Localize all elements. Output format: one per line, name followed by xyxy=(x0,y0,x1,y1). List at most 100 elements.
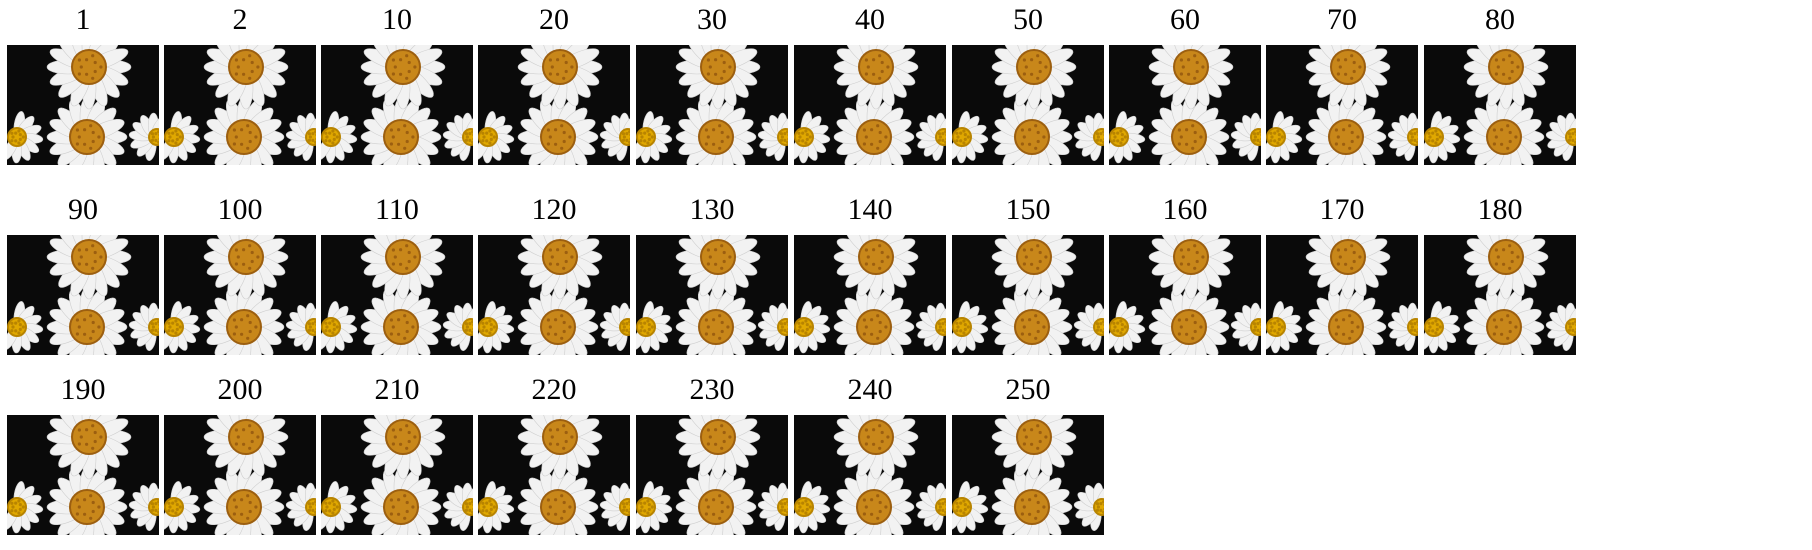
daisy-image xyxy=(164,415,316,535)
thumbnail-cell: 180 xyxy=(1424,190,1576,355)
thumbnail-cell: 70 xyxy=(1266,0,1418,165)
thumbnail-cell: 20 xyxy=(478,0,630,165)
daisy-thumbnail-image xyxy=(1109,45,1261,165)
daisy-image xyxy=(7,45,159,165)
daisy-thumbnail-image xyxy=(321,45,473,165)
thumbnail-cell: 190 xyxy=(7,370,159,535)
daisy-thumbnail-image xyxy=(1424,45,1576,165)
thumbnail-cell: 110 xyxy=(321,190,473,355)
thumbnail-label: 10 xyxy=(382,3,412,36)
thumbnail-cell: 30 xyxy=(636,0,788,165)
daisy-thumbnail-image xyxy=(794,45,946,165)
thumbnail-cell: 170 xyxy=(1266,190,1418,355)
daisy-image xyxy=(636,235,788,355)
daisy-thumbnail-image xyxy=(164,45,316,165)
daisy-thumbnail-image xyxy=(1266,235,1418,355)
daisy-image xyxy=(1266,235,1418,355)
daisy-image xyxy=(952,235,1104,355)
thumbnail-label: 20 xyxy=(539,3,569,36)
daisy-image xyxy=(7,235,159,355)
daisy-image xyxy=(1109,45,1261,165)
thumbnail-cell: 160 xyxy=(1109,190,1261,355)
daisy-thumbnail-image xyxy=(7,415,159,535)
thumbnail-label: 160 xyxy=(1162,193,1208,226)
thumbnail-label: 170 xyxy=(1319,193,1365,226)
daisy-image xyxy=(164,235,316,355)
thumbnail-cell: 90 xyxy=(7,190,159,355)
daisy-image xyxy=(636,415,788,535)
thumbnail-cell: 1 xyxy=(7,0,159,165)
thumbnail-label: 2 xyxy=(232,3,248,36)
thumbnail-cell: 120 xyxy=(478,190,630,355)
daisy-thumbnail-image xyxy=(7,45,159,165)
thumbnail-cell: 130 xyxy=(636,190,788,355)
daisy-image xyxy=(794,235,946,355)
thumbnail-label: 60 xyxy=(1170,3,1200,36)
daisy-thumbnail-image xyxy=(636,235,788,355)
thumbnail-label: 210 xyxy=(374,373,420,406)
daisy-image xyxy=(794,415,946,535)
thumbnail-label: 50 xyxy=(1013,3,1043,36)
thumbnail-cell: 60 xyxy=(1109,0,1261,165)
daisy-image xyxy=(794,45,946,165)
daisy-thumbnail-image xyxy=(164,235,316,355)
daisy-thumbnail-image xyxy=(321,415,473,535)
daisy-thumbnail-image xyxy=(636,45,788,165)
thumbnail-label: 220 xyxy=(531,373,577,406)
thumbnail-label: 250 xyxy=(1005,373,1051,406)
thumbnail-cell: 220 xyxy=(478,370,630,535)
thumbnail-cell: 240 xyxy=(794,370,946,535)
thumbnail-cell: 230 xyxy=(636,370,788,535)
thumbnail-label: 130 xyxy=(689,193,735,226)
thumbnail-cell: 140 xyxy=(794,190,946,355)
daisy-thumbnail-image xyxy=(1424,235,1576,355)
daisy-image xyxy=(478,45,630,165)
daisy-image xyxy=(1266,45,1418,165)
daisy-thumbnail-image xyxy=(636,415,788,535)
thumbnail-label: 230 xyxy=(689,373,735,406)
daisy-image xyxy=(321,45,473,165)
thumbnail-cell: 40 xyxy=(794,0,946,165)
thumbnail-cell: 200 xyxy=(164,370,316,535)
thumbnail-label: 180 xyxy=(1477,193,1523,226)
daisy-image xyxy=(478,415,630,535)
daisy-thumbnail-image xyxy=(1109,235,1261,355)
daisy-thumbnail-image xyxy=(321,235,473,355)
thumbnail-label: 90 xyxy=(68,193,98,226)
thumbnail-cell: 250 xyxy=(952,370,1104,535)
daisy-image xyxy=(1424,45,1576,165)
daisy-image xyxy=(321,235,473,355)
daisy-thumbnail-image xyxy=(952,415,1104,535)
thumbnail-label: 80 xyxy=(1485,3,1515,36)
thumbnail-cell: 100 xyxy=(164,190,316,355)
thumbnail-label: 30 xyxy=(697,3,727,36)
thumbnail-cell: 210 xyxy=(321,370,473,535)
daisy-image xyxy=(164,45,316,165)
daisy-thumbnail-image xyxy=(1266,45,1418,165)
daisy-thumbnail-image xyxy=(478,235,630,355)
daisy-thumbnail-image xyxy=(794,235,946,355)
daisy-thumbnail-image xyxy=(164,415,316,535)
thumbnail-label: 120 xyxy=(531,193,577,226)
daisy-image xyxy=(321,415,473,535)
thumbnail-label: 100 xyxy=(217,193,263,226)
daisy-thumbnail-image xyxy=(478,45,630,165)
thumbnail-label: 70 xyxy=(1327,3,1357,36)
daisy-image xyxy=(952,415,1104,535)
thumbnail-label: 150 xyxy=(1005,193,1051,226)
thumbnail-cell: 50 xyxy=(952,0,1104,165)
thumbnail-label: 40 xyxy=(855,3,885,36)
daisy-thumbnail-image xyxy=(952,45,1104,165)
thumbnail-label: 240 xyxy=(847,373,893,406)
thumbnail-label: 190 xyxy=(60,373,106,406)
thumbnail-cell: 150 xyxy=(952,190,1104,355)
daisy-image xyxy=(7,415,159,535)
thumbnail-label: 200 xyxy=(217,373,263,406)
daisy-image xyxy=(952,45,1104,165)
thumbnail-label: 140 xyxy=(847,193,893,226)
thumbnail-label: 1 xyxy=(75,3,91,36)
daisy-image xyxy=(636,45,788,165)
daisy-thumbnail-image xyxy=(7,235,159,355)
daisy-thumbnail-image xyxy=(794,415,946,535)
